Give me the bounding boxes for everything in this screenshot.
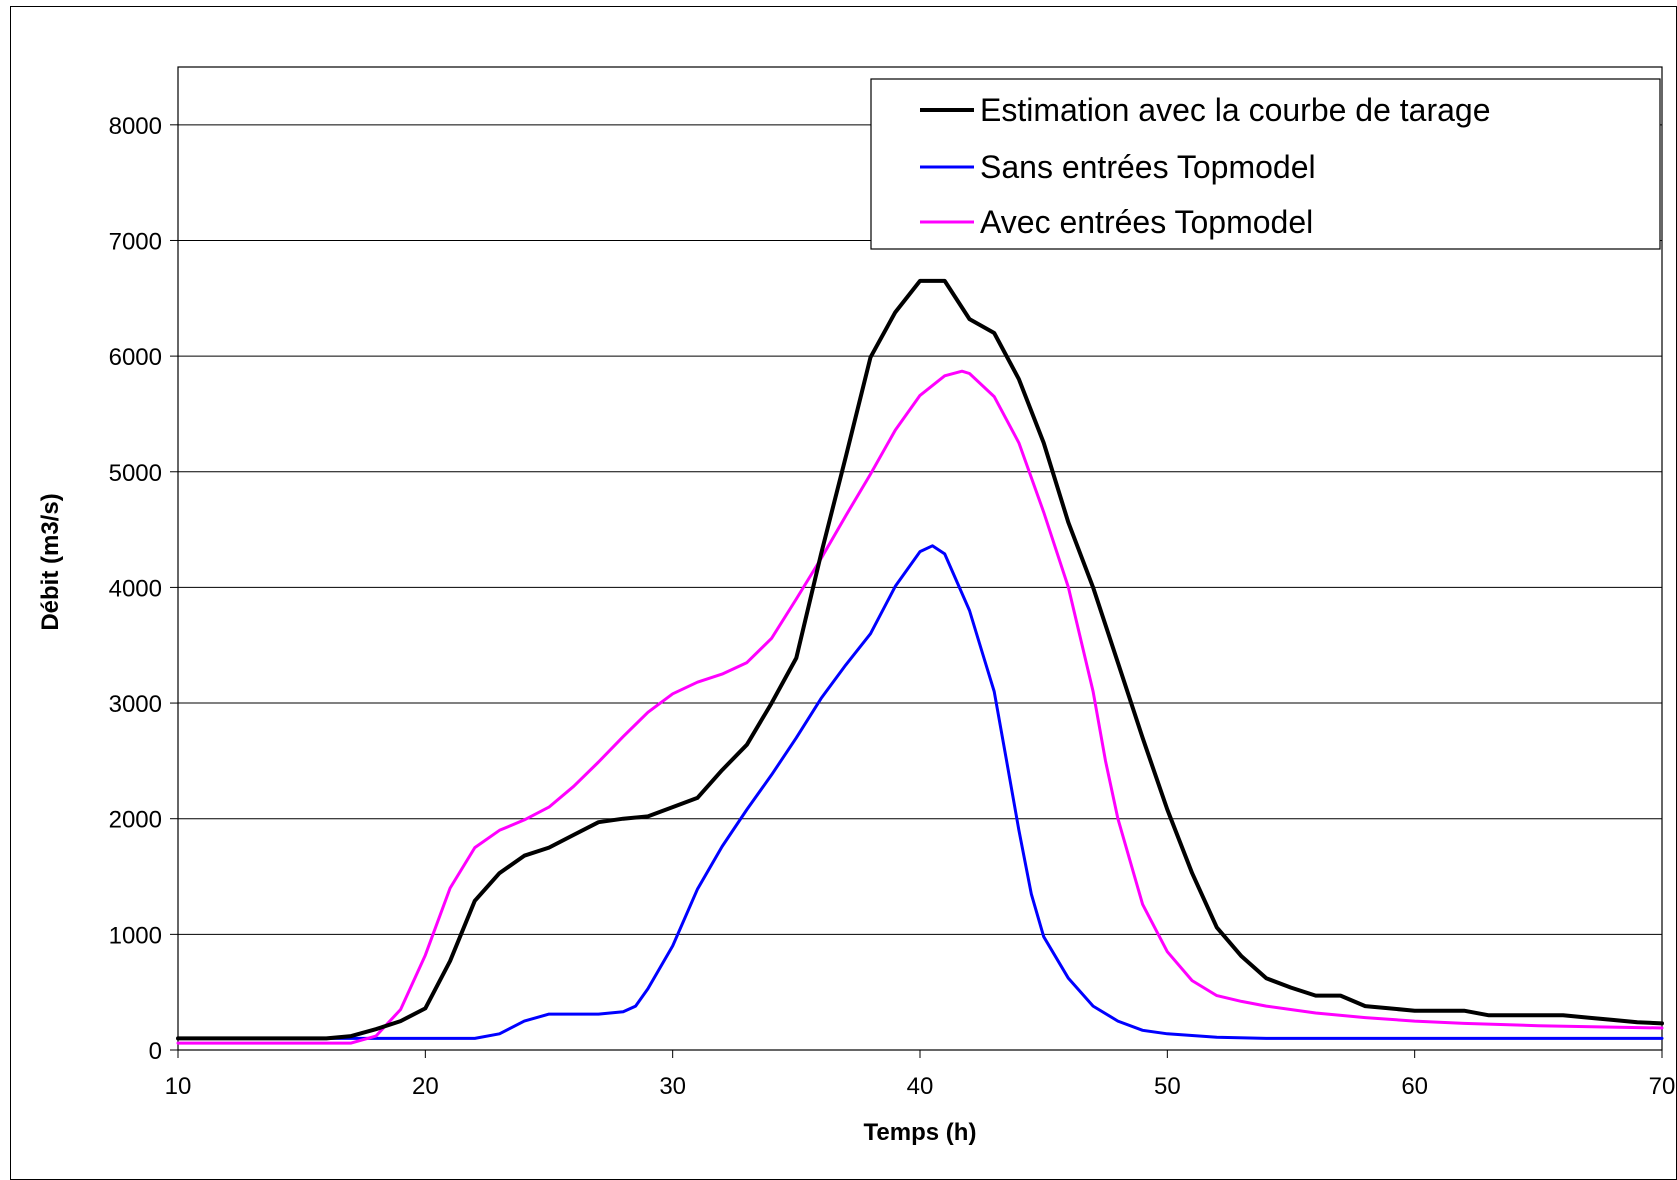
x-tick-label-70: 70 bbox=[1649, 1073, 1676, 1100]
x-tick-label-60: 60 bbox=[1401, 1073, 1428, 1100]
y-tick-label-5000: 5000 bbox=[109, 460, 162, 487]
y-axis-title: Débit (m3/s) bbox=[37, 493, 64, 630]
y-tick-label-8000: 8000 bbox=[109, 113, 162, 140]
x-axis-title: Temps (h) bbox=[864, 1119, 977, 1146]
x-tick-label-40: 40 bbox=[907, 1073, 934, 1100]
x-tick-label-20: 20 bbox=[412, 1073, 439, 1100]
legend-label-estimation: Estimation avec la courbe de tarage bbox=[980, 92, 1491, 128]
x-axis: 10 20 30 40 50 60 70 bbox=[165, 1050, 1676, 1100]
y-tick-label-7000: 7000 bbox=[109, 228, 162, 255]
legend-box bbox=[870, 78, 1661, 250]
series-line-avec-entrees bbox=[176, 369, 1664, 1045]
y-tick-label-4000: 4000 bbox=[109, 575, 162, 602]
series-lines bbox=[176, 278, 1664, 1045]
series-line-estimation bbox=[176, 278, 1664, 1041]
y-tick-label-2000: 2000 bbox=[109, 807, 162, 834]
series-line-sans-entrees bbox=[176, 544, 1664, 1040]
x-tick-label-50: 50 bbox=[1154, 1073, 1181, 1100]
legend: Estimation avec la courbe de tarage Sans… bbox=[870, 78, 1661, 250]
legend-label-sans-entrees: Sans entrées Topmodel bbox=[980, 149, 1316, 185]
y-axis: 0 1000 2000 3000 4000 5000 6000 7000 8000 bbox=[109, 113, 178, 1065]
x-tick-label-10: 10 bbox=[165, 1073, 192, 1100]
y-tick-label-1000: 1000 bbox=[109, 922, 162, 949]
y-tick-label-0: 0 bbox=[149, 1038, 162, 1065]
x-tick-label-30: 30 bbox=[659, 1073, 686, 1100]
legend-label-avec-entrees: Avec entrées Topmodel bbox=[980, 204, 1313, 240]
y-tick-label-6000: 6000 bbox=[109, 344, 162, 371]
y-tick-label-3000: 3000 bbox=[109, 691, 162, 718]
